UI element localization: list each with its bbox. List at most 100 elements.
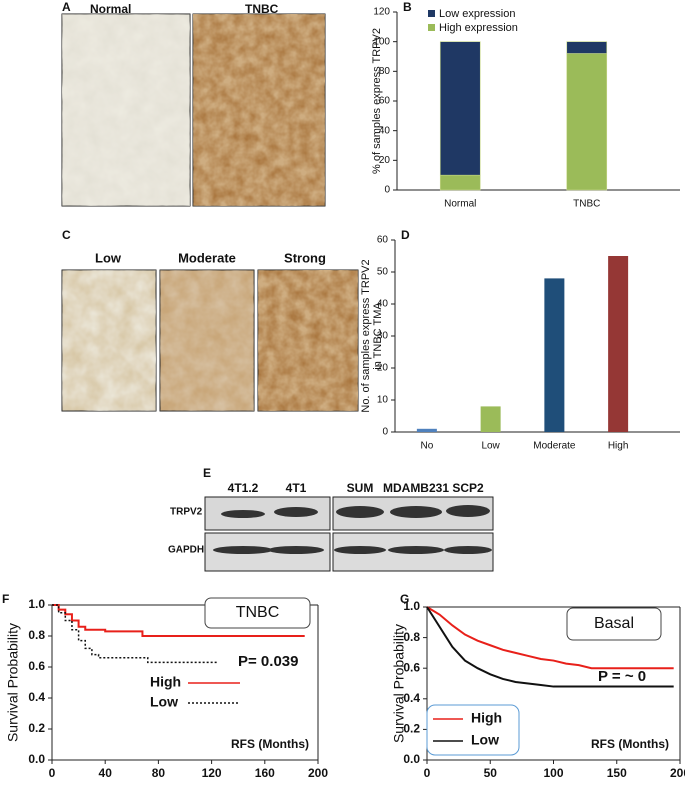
tissue-texture bbox=[62, 270, 156, 411]
lane-label: MDAMB231 bbox=[383, 481, 449, 495]
y-tick-label: 40 bbox=[379, 125, 391, 136]
annotation: Basal bbox=[594, 615, 634, 632]
y-tick-label: 0.0 bbox=[28, 752, 45, 766]
annotation: TNBC bbox=[236, 604, 280, 621]
y-tick-label: 0.8 bbox=[403, 630, 420, 644]
y-tick-label: 40 bbox=[377, 299, 389, 310]
y-tick-label: 10 bbox=[377, 395, 389, 406]
y-tick-label: 0.8 bbox=[28, 628, 45, 642]
bar bbox=[544, 278, 565, 432]
bar-segment bbox=[439, 41, 481, 176]
legend-label: High bbox=[471, 710, 502, 726]
y-tick-label: 80 bbox=[379, 66, 391, 77]
bar bbox=[608, 256, 629, 432]
y-axis-label: % of samples express TRPV2 bbox=[371, 28, 383, 174]
legend-swatch bbox=[428, 10, 435, 17]
bar-segment bbox=[566, 41, 608, 54]
survival-curve bbox=[52, 604, 219, 664]
y-tick-label: 0.2 bbox=[403, 722, 420, 736]
row-label: TRPV2 bbox=[170, 507, 203, 518]
x-tick-label: 100 bbox=[543, 766, 563, 780]
panel-label: E bbox=[203, 466, 211, 480]
y-tick-label: 100 bbox=[373, 36, 390, 47]
image-label: Low bbox=[95, 250, 122, 265]
x-tick-label: 50 bbox=[484, 766, 498, 780]
row-label: GAPDH bbox=[168, 545, 204, 556]
x-tick-label: No bbox=[420, 441, 433, 452]
x-axis-label: RFS (Months) bbox=[591, 737, 669, 751]
image-label: Moderate bbox=[178, 250, 236, 265]
lane-label: SCP2 bbox=[452, 481, 484, 495]
legend-label: High bbox=[150, 674, 181, 690]
tissue-texture bbox=[160, 270, 254, 411]
survival-curve bbox=[426, 606, 674, 688]
p-value: P = ~ 0 bbox=[598, 668, 646, 685]
y-tick-label: 0.6 bbox=[28, 659, 45, 673]
y-tick-label: 60 bbox=[379, 96, 391, 107]
lane-label: 4T1.2 bbox=[228, 481, 259, 495]
y-tick-label: 1.0 bbox=[403, 599, 420, 613]
tissue-texture bbox=[62, 14, 190, 206]
image-label: TNBC bbox=[245, 2, 279, 16]
y-tick-label: 1.0 bbox=[28, 597, 45, 611]
x-tick-label: 200 bbox=[670, 766, 685, 780]
survival-curve bbox=[426, 606, 674, 670]
panel-label: D bbox=[401, 228, 410, 242]
panel-label: G bbox=[400, 592, 409, 606]
legend-label: Low bbox=[150, 694, 178, 710]
bar bbox=[480, 406, 501, 432]
panel-label: F bbox=[2, 592, 9, 606]
legend-label: Low expression bbox=[439, 8, 515, 20]
tissue-texture bbox=[193, 14, 325, 206]
bar-segment bbox=[566, 53, 608, 191]
x-tick-label: 150 bbox=[607, 766, 627, 780]
x-tick-label: Normal bbox=[444, 199, 476, 210]
annotation-box bbox=[204, 597, 311, 629]
image-label: Strong bbox=[284, 250, 326, 265]
annotation-box bbox=[566, 607, 662, 641]
lane-label: 4T1 bbox=[286, 481, 307, 495]
y-axis-label: in TNBC TMA bbox=[372, 302, 384, 370]
legend-label: Low bbox=[471, 732, 499, 748]
y-tick-label: 0.6 bbox=[403, 660, 420, 674]
y-axis-label: Survival Probability bbox=[5, 623, 21, 742]
y-tick-label: 0.2 bbox=[28, 721, 45, 735]
y-axis-label: No. of samples express TRPV2 bbox=[360, 259, 372, 412]
tissue-texture bbox=[258, 270, 358, 411]
y-tick-label: 120 bbox=[373, 7, 390, 18]
y-tick-label: 0.0 bbox=[403, 752, 420, 766]
survival-curve bbox=[52, 604, 305, 637]
panel-label: A bbox=[62, 0, 71, 14]
y-tick-label: 20 bbox=[379, 155, 391, 166]
y-axis-label: Survival Probability bbox=[391, 624, 407, 743]
bar bbox=[416, 428, 437, 432]
y-tick-label: 0.4 bbox=[28, 690, 45, 704]
legend-label: High expression bbox=[439, 22, 518, 34]
bar-segment bbox=[439, 174, 481, 191]
y-tick-label: 30 bbox=[377, 331, 389, 342]
x-tick-label: 160 bbox=[255, 766, 275, 780]
y-tick-label: 20 bbox=[377, 363, 389, 374]
y-tick-label: 0.4 bbox=[403, 691, 420, 705]
x-tick-label: 200 bbox=[308, 766, 328, 780]
y-tick-label: 60 bbox=[377, 235, 389, 246]
bands bbox=[213, 505, 492, 554]
x-tick-label: High bbox=[608, 441, 629, 452]
x-tick-label: 0 bbox=[49, 766, 56, 780]
x-tick-label: Moderate bbox=[533, 441, 576, 452]
x-tick-label: 80 bbox=[152, 766, 166, 780]
x-axis-label: RFS (Months) bbox=[231, 737, 309, 751]
x-tick-label: 0 bbox=[424, 766, 431, 780]
y-tick-label: 0 bbox=[382, 427, 388, 438]
p-value: P= 0.039 bbox=[238, 653, 298, 670]
legend-box bbox=[426, 704, 520, 756]
legend-swatch bbox=[428, 24, 435, 31]
x-tick-label: 40 bbox=[99, 766, 113, 780]
y-tick-label: 0 bbox=[384, 185, 390, 196]
x-tick-label: TNBC bbox=[573, 199, 600, 210]
panel-label: C bbox=[62, 228, 71, 242]
panel-label: B bbox=[403, 0, 412, 14]
image-label: Normal bbox=[90, 2, 131, 16]
